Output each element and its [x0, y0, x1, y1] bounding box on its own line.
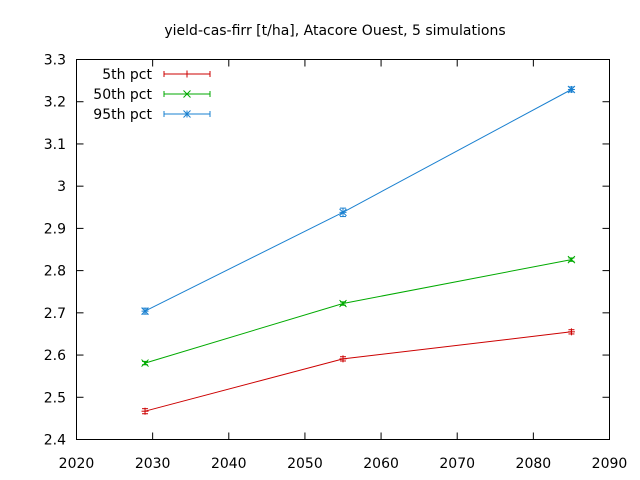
series-3 [141, 85, 576, 315]
data-point [141, 407, 149, 415]
x-tick-label: 2090 [592, 456, 628, 472]
y-axis: 2.4 2.5 2.6 2.7 2.8 2.9 3 3.1 3.2 3.3 [44, 53, 610, 449]
legend-label: 95th pct [93, 107, 152, 123]
legend-label: 5th pct [102, 67, 152, 83]
data-point [567, 85, 576, 94]
data-point [339, 208, 347, 217]
legend-marker [183, 70, 191, 78]
legend: 5th pct 50th pct 95th pct [93, 67, 211, 123]
y-tick-label: 3 [57, 179, 66, 195]
x-axis: 2020 2030 2040 2050 2060 2070 2080 2090 [59, 59, 628, 472]
legend-marker [183, 110, 191, 118]
y-tick-label: 3.3 [44, 53, 66, 69]
y-tick-label: 2.7 [44, 306, 66, 322]
y-tick-label: 2.6 [44, 348, 66, 364]
x-tick-label: 2030 [135, 456, 171, 472]
x-tick-label: 2070 [439, 456, 475, 472]
legend-marker [183, 90, 191, 98]
y-tick-label: 3.1 [44, 137, 66, 153]
series-line [144, 89, 572, 312]
y-tick-label: 2.8 [44, 264, 66, 280]
series-1 [141, 328, 575, 415]
legend-label: 50th pct [93, 87, 152, 103]
plot-frame [76, 59, 610, 440]
data-point [567, 328, 575, 336]
data-point [339, 299, 347, 308]
data-point [567, 255, 576, 264]
y-tick-label: 3.2 [44, 95, 66, 111]
data-point [141, 359, 149, 367]
series-line [144, 259, 572, 364]
y-tick-label: 2.5 [44, 390, 66, 406]
chart-title: yield-cas-firr [t/ha], Atacore Ouest, 5 … [164, 23, 505, 39]
x-tick-label: 2040 [211, 456, 247, 472]
x-tick-label: 2020 [59, 456, 95, 472]
y-tick-label: 2.9 [44, 221, 66, 237]
x-tick-label: 2060 [363, 456, 399, 472]
series-layer [141, 85, 576, 415]
x-tick-label: 2050 [287, 456, 323, 472]
series-2 [141, 255, 576, 367]
data-point [339, 355, 347, 363]
data-point [141, 307, 149, 315]
y-tick-label: 2.4 [44, 433, 66, 449]
x-tick-label: 2080 [516, 456, 552, 472]
